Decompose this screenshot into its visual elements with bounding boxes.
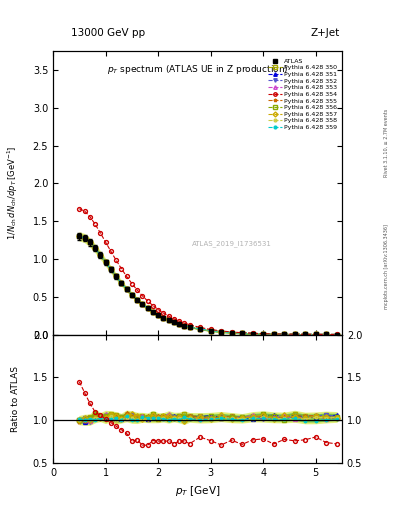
Text: 13000 GeV pp: 13000 GeV pp [71,28,145,38]
Y-axis label: Ratio to ATLAS: Ratio to ATLAS [11,366,20,432]
X-axis label: $p_T$ [GeV]: $p_T$ [GeV] [175,484,220,498]
Text: Rivet 3.1.10, ≥ 2.7M events: Rivet 3.1.10, ≥ 2.7M events [384,109,389,178]
Text: ATLAS_2019_I1736531: ATLAS_2019_I1736531 [192,241,272,247]
Legend: ATLAS, Pythia 6.428 350, Pythia 6.428 351, Pythia 6.428 352, Pythia 6.428 353, P: ATLAS, Pythia 6.428 350, Pythia 6.428 35… [267,57,339,131]
Text: $p_T$ spectrum (ATLAS UE in Z production): $p_T$ spectrum (ATLAS UE in Z production… [107,62,288,76]
Text: Z+Jet: Z+Jet [311,28,340,38]
Y-axis label: $1/N_\mathrm{ch}\,dN_\mathrm{ch}/dp_T\,[\mathrm{GeV}^{-1}]$: $1/N_\mathrm{ch}\,dN_\mathrm{ch}/dp_T\,[… [6,145,20,240]
Text: mcplots.cern.ch [arXiv:1306.3436]: mcplots.cern.ch [arXiv:1306.3436] [384,224,389,309]
